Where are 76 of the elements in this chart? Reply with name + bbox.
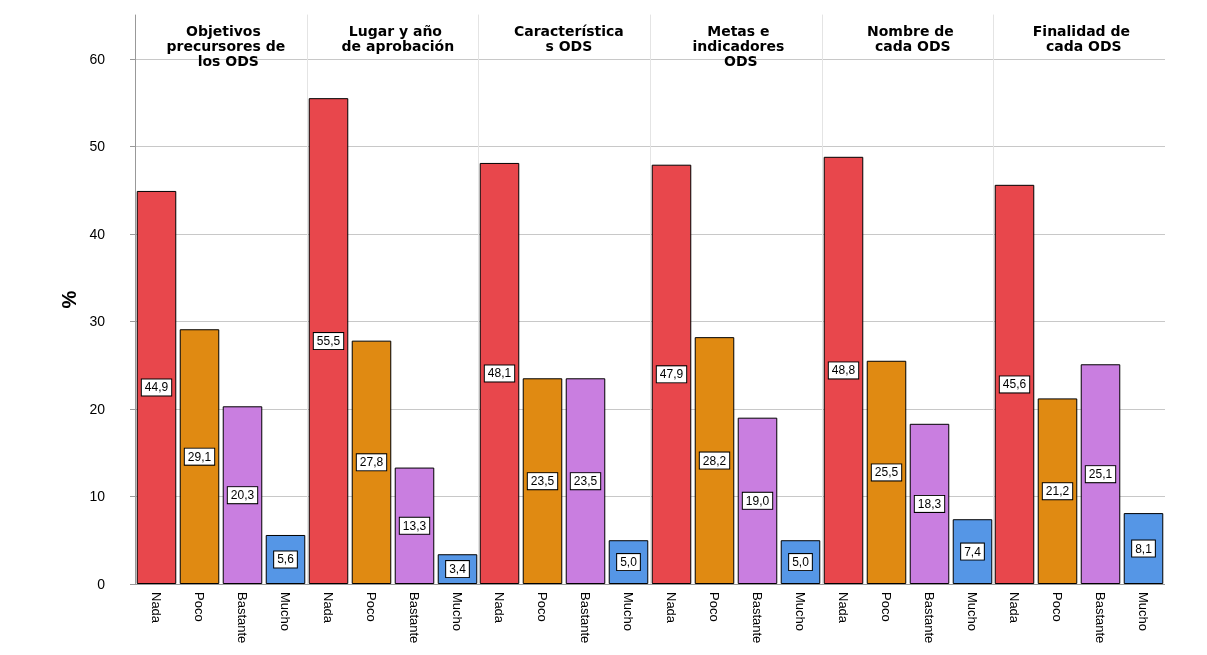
- data-label: 44,9: [144, 380, 169, 395]
- y-tick-label: 10: [89, 488, 106, 505]
- x-tick-label: Bastante: [235, 592, 250, 644]
- data-label: 27,8: [359, 455, 384, 470]
- data-label: 55,5: [316, 334, 341, 349]
- text: Nombre de cada ODS: [866, 22, 959, 54]
- data-label: 8,1: [1135, 541, 1153, 556]
- data-label: 21,2: [1046, 484, 1070, 499]
- x-tick-label: Nada: [320, 592, 336, 624]
- y-tick-label: 0: [97, 576, 106, 592]
- data-label: 5,6: [277, 552, 295, 567]
- bar: [1038, 398, 1078, 584]
- bar: [823, 156, 863, 584]
- y-tick-label: 40: [89, 225, 106, 242]
- x-tick-label: Bastante: [578, 592, 594, 644]
- x-tick-label: Poco: [1050, 592, 1066, 622]
- bar: [179, 329, 220, 584]
- data-label: 48,1: [488, 366, 512, 381]
- bar: [995, 184, 1035, 584]
- y-tick-label: 20: [89, 400, 106, 417]
- bar: [136, 190, 177, 584]
- data-label: 28,2: [702, 453, 727, 468]
- x-tick-label: Mucho: [1136, 592, 1152, 632]
- y-tick-label: 60: [89, 50, 106, 67]
- data-label: 5,0: [620, 555, 638, 570]
- data-label: 25,1: [1089, 467, 1113, 482]
- x-tick-label: Poco: [535, 592, 551, 622]
- bar: [651, 164, 692, 584]
- data-label: 3,4: [448, 562, 466, 577]
- bar: [308, 98, 348, 584]
- x-tick-label: Bastante: [921, 592, 937, 644]
- data-label: 18,3: [917, 496, 942, 511]
- x-tick-label: Mucho: [964, 592, 980, 632]
- data-label: 29,1: [187, 449, 212, 464]
- x-tick-label: Nada: [149, 592, 164, 624]
- x-tick-label: Mucho: [793, 592, 808, 632]
- data-label: 13,3: [402, 518, 427, 533]
- bar: [737, 417, 778, 584]
- x-tick-label: Mucho: [621, 592, 637, 632]
- data-label: 47,9: [659, 367, 684, 382]
- x-tick-label: Mucho: [278, 592, 293, 632]
- x-tick-label: Nada: [1007, 592, 1023, 624]
- data-label: 23,5: [531, 474, 555, 489]
- x-tick-label: Bastante: [406, 592, 422, 644]
- x-tick-label: Nada: [492, 592, 508, 624]
- text: Objetivos precursores de los ODS: [166, 22, 286, 69]
- bar: [866, 360, 906, 584]
- bar: [1081, 364, 1121, 584]
- data-label: 19,0: [745, 493, 770, 508]
- data-label: 20,3: [230, 488, 255, 503]
- data-label: 25,5: [874, 465, 899, 480]
- y-tick-label: 30: [89, 313, 106, 330]
- data-label: 23,5: [574, 474, 598, 489]
- x-tick-label: Mucho: [449, 592, 465, 632]
- bar: [222, 406, 263, 584]
- text: Finalidad de cada ODS: [1033, 22, 1136, 54]
- text: Lugar y año de aprobación: [341, 22, 454, 54]
- x-tick-label: Bastante: [750, 592, 765, 644]
- x-tick-label: Nada: [664, 592, 679, 624]
- x-tick-label: Nada: [835, 592, 851, 624]
- y-tick-label: 50: [89, 138, 106, 155]
- x-tick-label: Bastante: [1093, 592, 1109, 644]
- bar: [351, 340, 391, 584]
- data-label: 45,6: [1003, 377, 1027, 392]
- x-tick-label: Poco: [878, 592, 894, 622]
- x-tick-label: Poco: [707, 592, 722, 622]
- y-axis-title: %: [57, 290, 80, 309]
- text: Metas e indicadores ODS: [692, 22, 790, 69]
- bar: [694, 337, 735, 584]
- text: Características ODS: [514, 22, 625, 54]
- x-tick-label: Poco: [192, 592, 207, 622]
- data-label: 48,8: [831, 363, 856, 378]
- data-label: 5,0: [792, 555, 810, 570]
- data-label: 7,4: [963, 544, 981, 559]
- bar: [909, 423, 949, 584]
- x-tick-label: Poco: [363, 592, 379, 622]
